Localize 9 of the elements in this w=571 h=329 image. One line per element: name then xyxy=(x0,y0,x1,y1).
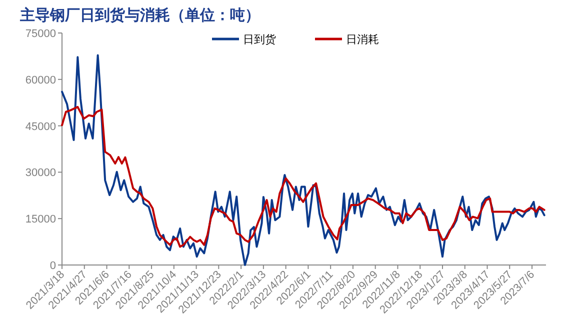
y-tick-label: 0 xyxy=(50,260,56,272)
y-tick-label: 75000 xyxy=(25,28,56,40)
y-tick-label: 45000 xyxy=(25,120,56,133)
y-tick-label: 15000 xyxy=(25,214,56,226)
y-tick-label: 60000 xyxy=(25,74,56,86)
legend-label: 日消耗 xyxy=(346,33,379,46)
y-tick-label: 30000 xyxy=(25,167,56,180)
legend-label: 日到货 xyxy=(243,34,276,46)
title: 主导钢厂日到货与消耗（单位：吨） xyxy=(20,6,260,24)
